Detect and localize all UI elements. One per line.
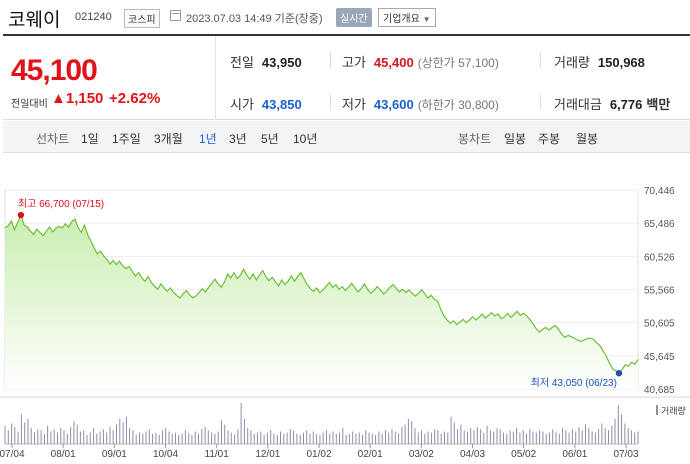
candle-chart-label: 봉차트 — [458, 132, 492, 146]
amount-cell: 거래대금 6,776 백만 — [554, 97, 671, 112]
x-tick-label: 07/04 — [0, 449, 25, 460]
volume-legend: 거래량 — [661, 405, 686, 416]
volume-legend-swatch — [656, 405, 658, 415]
x-tick-label: 06/01 — [562, 449, 587, 460]
x-tick-label: 07/03 — [613, 449, 638, 460]
divider — [540, 52, 541, 68]
max-label: 최고 66,700 (07/15) — [18, 198, 104, 210]
y-tick-label: 50,605 — [644, 319, 675, 330]
x-tick-label: 12/01 — [255, 449, 280, 460]
change-value: ▲1,150 — [51, 90, 104, 107]
chart-period-tabs: 선차트 1일 1주일 3개월 1년 3년 5년 10년 봉차트 일봉 주봉 월봉 — [3, 121, 690, 153]
y-tick-label: 60,526 — [644, 252, 675, 263]
realtime-button[interactable]: 실시간 — [336, 8, 372, 27]
y-tick-label: 45,645 — [644, 352, 675, 363]
divider — [540, 94, 541, 110]
x-tick-label: 05/02 — [511, 449, 536, 460]
company-overview-dropdown[interactable]: 기업개요 ▼ — [378, 8, 436, 27]
tab-weekly-candle[interactable]: 주봉 — [538, 132, 561, 146]
x-tick-label: 11/01 — [205, 449, 230, 460]
y-tick-label: 40,685 — [644, 385, 675, 396]
tab-monthly-candle[interactable]: 월봉 — [576, 132, 599, 146]
x-tick-label: 02/01 — [358, 449, 383, 460]
current-price: 45,100 — [11, 54, 98, 87]
chevron-down-icon: ▼ — [422, 15, 431, 24]
x-tick-label: 10/04 — [153, 449, 178, 460]
stock-header: 코웨이 021240 코스피 2023.07.03 14:49 기준(장중) 실… — [0, 0, 690, 34]
y-tick-label: 65,486 — [644, 219, 675, 230]
change-label: 전일대비 — [11, 99, 48, 110]
change-percent: +2.62% — [109, 90, 161, 107]
tab-daily-candle[interactable]: 일봉 — [504, 132, 527, 146]
tab-10y[interactable]: 10년 — [293, 132, 318, 146]
y-tick-label: 55,566 — [644, 286, 675, 297]
max-marker — [17, 211, 25, 219]
low-cell: 저가 43,600 (하한가 30,800) — [342, 97, 499, 112]
x-tick-label: 08/01 — [51, 449, 76, 460]
x-tick-label: 09/01 — [102, 449, 127, 460]
tab-1w[interactable]: 1주일 — [112, 132, 141, 146]
stock-code: 021240 — [75, 11, 112, 23]
tab-1y[interactable]: 1년 — [199, 132, 217, 146]
price-area — [5, 215, 638, 389]
volume-cell: 거래량 150,968 — [554, 55, 645, 70]
tab-3y[interactable]: 3년 — [229, 132, 247, 146]
divider — [330, 94, 331, 110]
x-tick-label: 01/02 — [306, 449, 331, 460]
min-marker — [615, 369, 623, 377]
y-tick-label: 70,446 — [644, 186, 675, 197]
min-label: 최저 43,050 (06/23) — [531, 377, 617, 389]
tab-1d[interactable]: 1일 — [81, 132, 99, 146]
divider — [330, 52, 331, 68]
divider — [215, 36, 216, 120]
calendar-icon — [170, 10, 181, 21]
price-chart[interactable]: 70,446 65,486 60,526 55,566 50,605 45,645 40,6… — [0, 160, 690, 464]
price-line — [4, 213, 639, 375]
x-tick-label: 04/03 — [460, 449, 485, 460]
quote-summary: 45,100 전일대비 ▲1,150 +2.62% 전일 43,950 고가 45,… — [3, 34, 690, 120]
tab-5y[interactable]: 5년 — [261, 132, 279, 146]
stock-name: 코웨이 — [8, 10, 61, 31]
tab-3m[interactable]: 3개월 — [154, 132, 183, 146]
x-tick-label: 03/02 — [409, 449, 434, 460]
prev-close-cell: 전일 43,950 — [230, 55, 302, 70]
open-cell: 시가 43,850 — [230, 97, 302, 112]
quote-datetime: 2023.07.03 14:49 기준(장중) — [186, 13, 323, 25]
market-badge: 코스피 — [124, 9, 160, 28]
high-cell: 고가 45,400 (상한가 57,100) — [342, 55, 499, 70]
line-chart-label: 선차트 — [36, 132, 70, 146]
